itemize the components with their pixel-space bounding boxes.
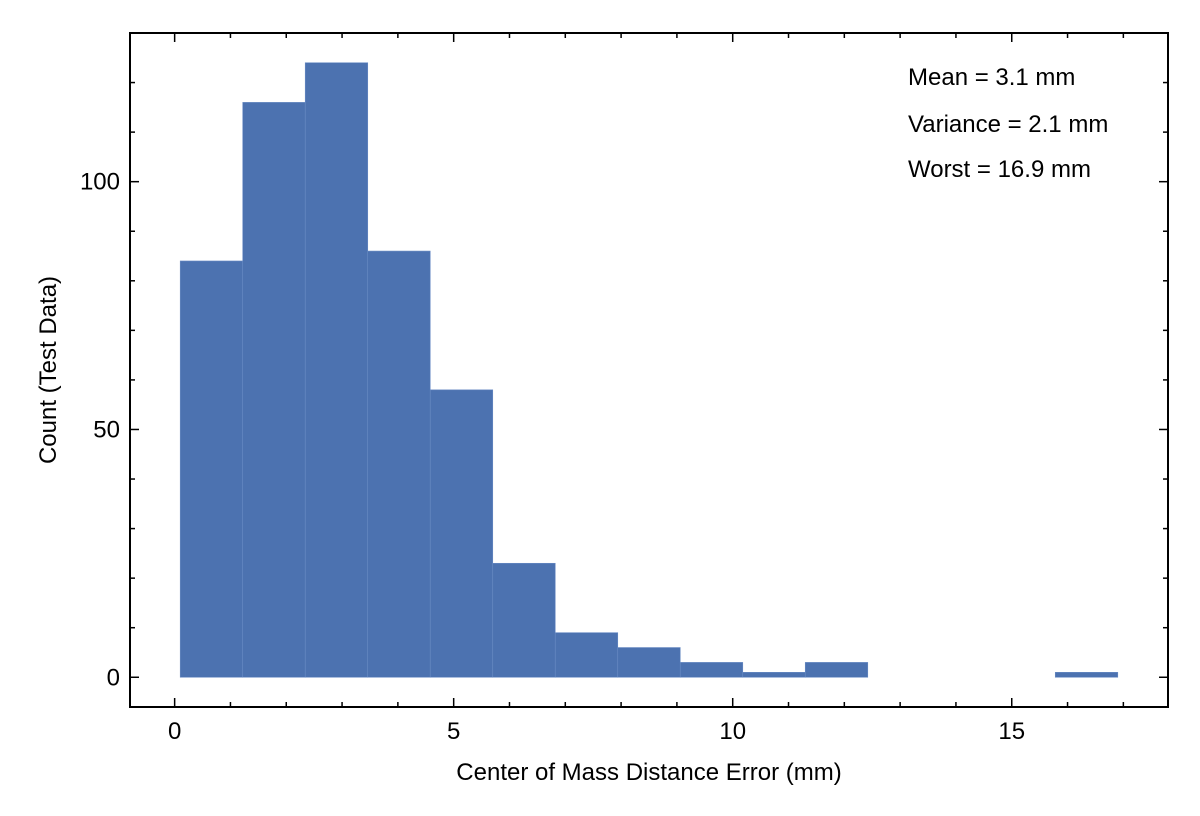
histogram-bar bbox=[304, 62, 369, 678]
x-axis-label: Center of Mass Distance Error (mm) bbox=[456, 759, 841, 786]
y-tick-label: 0 bbox=[107, 664, 120, 691]
x-tick-label: 15 bbox=[998, 718, 1025, 745]
variance-annotation: Variance = 2.1 mm bbox=[908, 111, 1108, 138]
histogram-bar bbox=[679, 662, 744, 678]
histogram-bar bbox=[804, 662, 869, 678]
histogram-bar bbox=[367, 250, 431, 678]
y-tick-label: 100 bbox=[80, 169, 120, 196]
x-tick-label: 0 bbox=[168, 718, 181, 745]
histogram-bar bbox=[242, 102, 306, 678]
tick-labels-group: 0 5 10 15 0 50 100 bbox=[80, 169, 1025, 745]
x-tick-label: 10 bbox=[719, 718, 746, 745]
histogram-bar bbox=[492, 562, 556, 678]
mean-annotation: Mean = 3.1 mm bbox=[908, 64, 1075, 91]
histogram-bar bbox=[179, 260, 244, 678]
bars-group bbox=[179, 62, 1119, 678]
worst-annotation: Worst = 16.9 mm bbox=[908, 156, 1091, 183]
plot-frame bbox=[129, 32, 1169, 708]
histogram-bar bbox=[554, 632, 619, 678]
y-tick-label: 50 bbox=[93, 416, 120, 443]
histogram-bar bbox=[617, 647, 681, 678]
x-tick-label: 5 bbox=[447, 718, 460, 745]
y-axis-label: Count (Test Data) bbox=[35, 276, 62, 464]
histogram-bar bbox=[742, 672, 806, 678]
histogram-bar bbox=[1054, 672, 1119, 678]
histogram-bar bbox=[429, 389, 494, 678]
